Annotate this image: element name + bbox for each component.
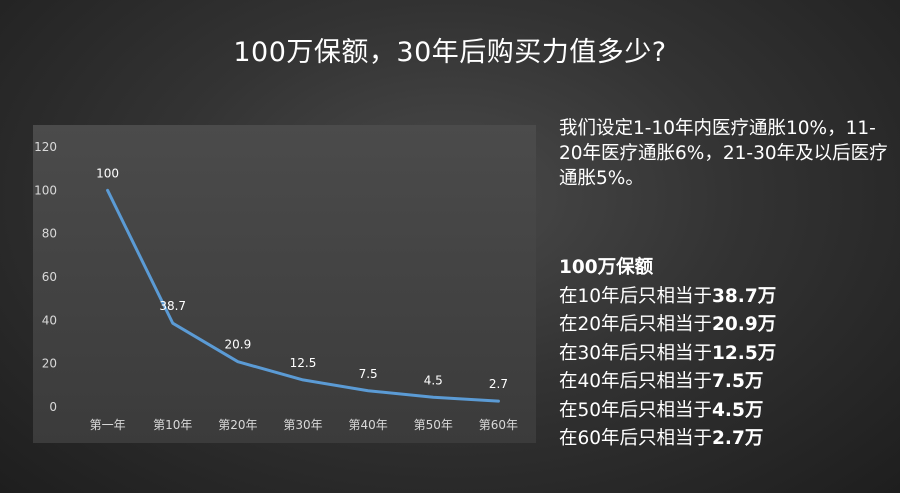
summary-heading: 100万保额 [559, 257, 654, 278]
summary-row-prefix: 在60年后只相当于 [559, 428, 713, 449]
y-tick-label: 100 [34, 183, 57, 197]
y-tick-label: 80 [42, 227, 57, 241]
x-tick-label: 第60年 [479, 418, 518, 432]
line-chart: 0 20 40 60 80 100 120 第一年 第10年 第20年 第30年 第40年 第50年 第6… [33, 125, 536, 443]
summary-row: 在40年后只相当于7.5万 [559, 368, 894, 397]
inflation-notes-text: 我们设定1-10年内医疗通胀10%，11-20年医疗通胀6%，21-30年及以后… [559, 118, 888, 189]
x-tick-label: 第40年 [349, 418, 388, 432]
chart-canvas: 0 20 40 60 80 100 120 第一年 第10年 第20年 第30年 第40年 第50年 第6… [34, 140, 518, 432]
summary-row-value: 2.7万 [712, 428, 764, 449]
summary-row-value: 20.9万 [712, 314, 777, 335]
summary-row: 在30年后只相当于12.5万 [559, 340, 894, 369]
x-tick-label: 第一年 [90, 418, 126, 432]
y-tick-label: 120 [34, 140, 57, 154]
summary-row-prefix: 在50年后只相当于 [559, 399, 713, 421]
slide-title: 100万保额，30年后购买力值多少? [233, 37, 667, 68]
x-tick-label: 第50年 [414, 418, 453, 432]
summary-block: 100万保额 在10年后只相当于38.7万 在20年后只相当于20.9万 在30… [559, 254, 894, 454]
summary-row-value: 38.7万 [712, 285, 777, 307]
data-label: 100 [96, 166, 119, 180]
summary-row-prefix: 在40年后只相当于 [559, 371, 713, 392]
data-label: 20.9 [224, 338, 251, 352]
summary-row-value: 7.5万 [712, 371, 764, 392]
data-label: 12.5 [290, 356, 317, 370]
y-tick-label: 20 [42, 357, 57, 371]
data-label: 38.7 [159, 299, 186, 313]
summary-row-value: 12.5万 [712, 342, 777, 364]
y-tick-label: 0 [49, 400, 57, 414]
summary-row: 在60年后只相当于2.7万 [559, 425, 894, 454]
data-label: 4.5 [424, 373, 443, 387]
summary-row-prefix: 在30年后只相当于 [559, 342, 713, 364]
inflation-notes: 我们设定1-10年内医疗通胀10%，11-20年医疗通胀6%，21-30年及以后… [559, 116, 894, 191]
x-tick-label: 第30年 [283, 418, 322, 432]
y-tick-label: 40 [42, 313, 57, 327]
summary-row: 在50年后只相当于4.5万 [559, 397, 894, 426]
x-tick-label: 第10年 [153, 418, 192, 432]
data-label: 2.7 [489, 377, 508, 391]
summary-row-prefix: 在20年后只相当于 [559, 314, 713, 335]
summary-row: 在10年后只相当于38.7万 [559, 283, 894, 312]
data-label: 7.5 [359, 367, 378, 381]
series-line [106, 188, 500, 403]
x-tick-label: 第20年 [218, 418, 257, 432]
y-tick-label: 60 [42, 270, 57, 284]
summary-row-prefix: 在10年后只相当于 [559, 285, 713, 307]
summary-row: 在20年后只相当于20.9万 [559, 311, 894, 340]
summary-row-value: 4.5万 [712, 399, 764, 421]
